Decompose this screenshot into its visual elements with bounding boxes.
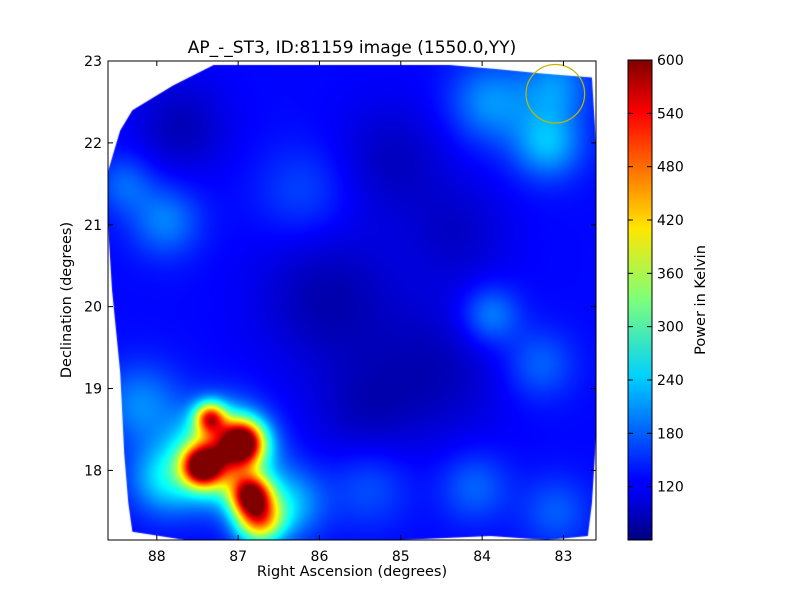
plot-frame bbox=[107, 60, 597, 541]
x-tick-label: 87 bbox=[229, 549, 247, 565]
tick-group: 88 87 86 85 84 83 18 19 20 21 22 23 bbox=[84, 54, 596, 565]
overlay-group bbox=[525, 63, 586, 124]
chart-title: AP_-_ST3, ID:81159 image (1550.0,YY) bbox=[188, 38, 516, 58]
colorbar bbox=[627, 59, 653, 541]
y-tick-label: 22 bbox=[84, 136, 102, 152]
y-axis-label: Declination (degrees) bbox=[59, 222, 75, 378]
colorbar-tick-label: 480 bbox=[657, 160, 684, 176]
marker-circle bbox=[525, 63, 586, 124]
colorbar-tick-label: 360 bbox=[657, 266, 684, 282]
x-axis-label: Right Ascension (degrees) bbox=[257, 564, 447, 580]
colorbar-tick-label: 420 bbox=[657, 213, 684, 229]
y-tick-label: 20 bbox=[84, 300, 102, 316]
colorbar-tick-label: 120 bbox=[657, 480, 684, 496]
x-tick-label: 86 bbox=[311, 549, 329, 565]
y-tick-label: 18 bbox=[84, 463, 102, 479]
x-tick-label: 84 bbox=[473, 549, 491, 565]
x-tick-label: 85 bbox=[392, 549, 410, 565]
colorbar-tick-label: 240 bbox=[657, 373, 684, 389]
colorbar-ticks: 120 180 240 300 360 420 480 540 600 bbox=[628, 53, 684, 496]
colorbar-tick-label: 600 bbox=[657, 53, 684, 69]
colorbar-label: Power in Kelvin bbox=[693, 245, 709, 355]
heatmap-image bbox=[108, 61, 596, 540]
x-tick-label: 88 bbox=[148, 549, 166, 565]
y-tick-label: 21 bbox=[84, 218, 102, 234]
y-tick-label: 23 bbox=[84, 54, 102, 70]
colorbar-tick-label: 300 bbox=[657, 320, 684, 336]
y-tick-label: 19 bbox=[84, 382, 102, 398]
colorbar-tick-label: 180 bbox=[657, 426, 684, 442]
x-tick-label: 83 bbox=[555, 549, 573, 565]
colorbar-tick-label: 540 bbox=[657, 106, 684, 122]
